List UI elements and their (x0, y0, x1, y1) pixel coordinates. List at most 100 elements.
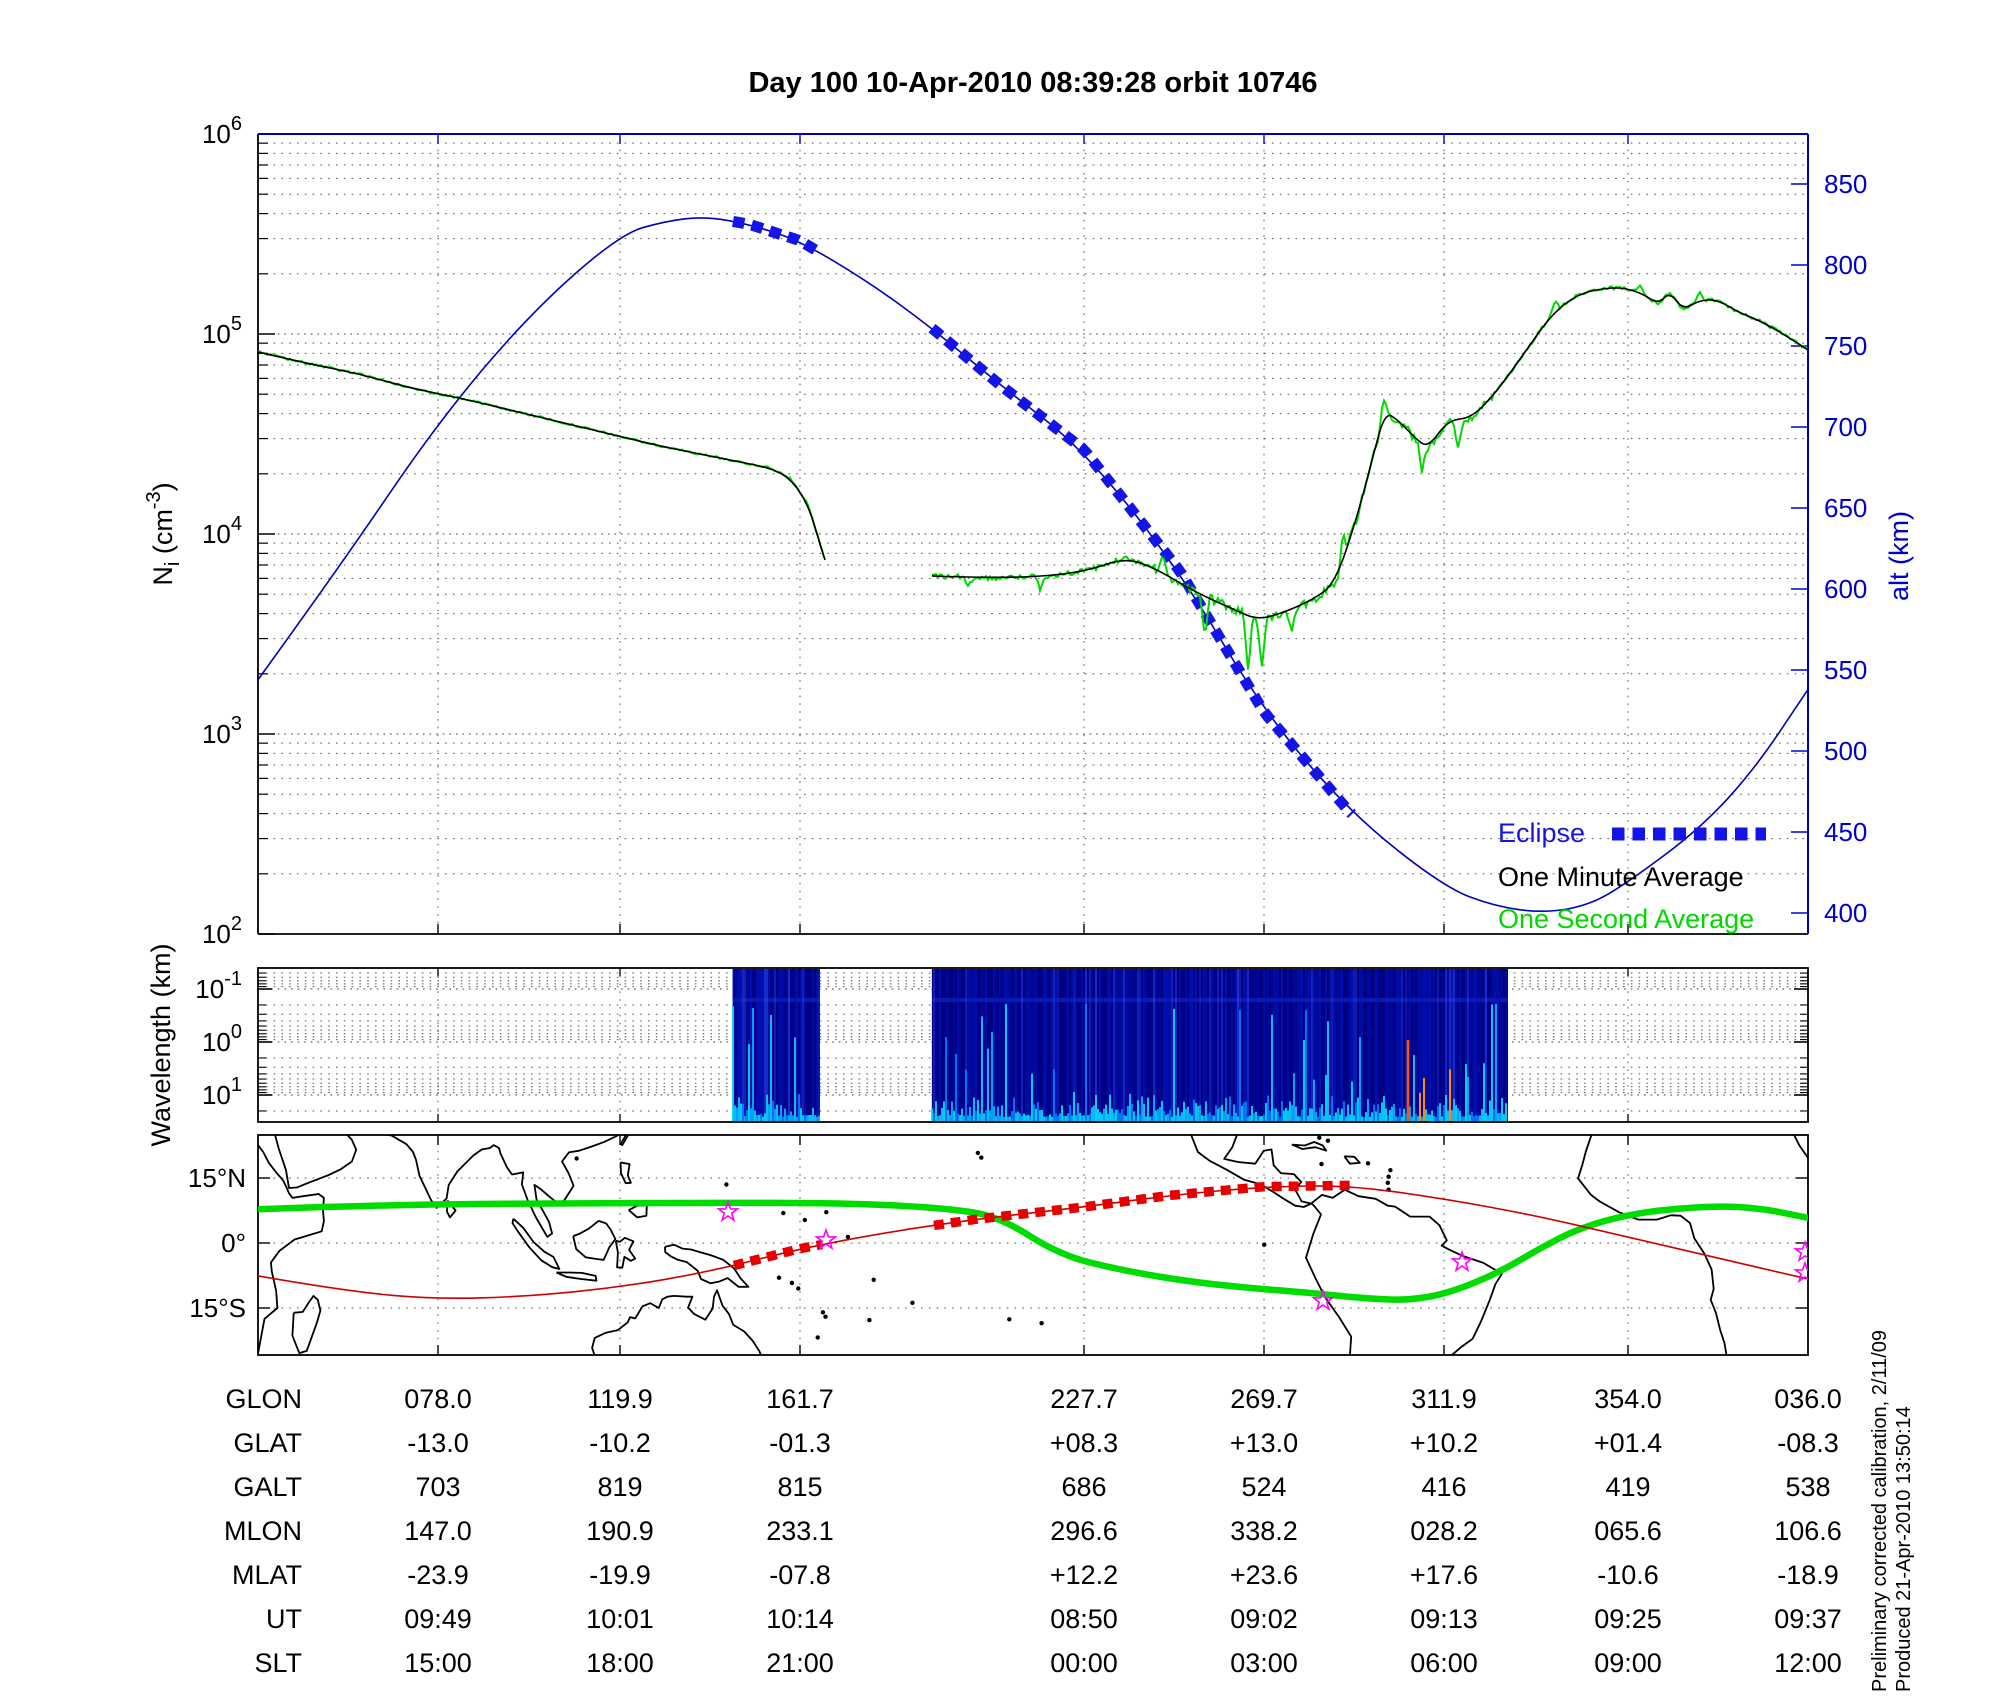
legend-one-second-label: One Second Average (1498, 904, 1754, 934)
table-cell: 08:50 (1050, 1604, 1118, 1634)
density-tick-label: 103 (202, 713, 242, 749)
table-cell: -01.3 (769, 1428, 831, 1458)
coastline (291, 1295, 322, 1354)
table-cell: +01.4 (1594, 1428, 1662, 1458)
island-dot (1262, 1242, 1267, 1247)
coastline (258, 1144, 325, 1354)
coastline (619, 1161, 632, 1185)
table-cell: -10.6 (1597, 1560, 1659, 1590)
panel2-frame (257, 967, 1809, 1123)
map-content (258, 1135, 1808, 1355)
map-lat-label-15s: 15°S (189, 1293, 246, 1323)
magnetic-equator-line (258, 1199, 1808, 1303)
table-cell: -07.8 (769, 1560, 831, 1590)
island-dot (781, 1210, 786, 1216)
table-cell: 065.6 (1594, 1516, 1662, 1546)
spectrogram-band (932, 998, 1508, 1002)
page-title: Day 100 10-Apr-2010 08:39:28 orbit 10746 (748, 67, 1317, 99)
eclipse-ground-segment (732, 1239, 823, 1271)
wavelength-tick-label: 10-1 (195, 968, 242, 1004)
coastline (619, 1135, 629, 1146)
table-cell: -08.3 (1777, 1428, 1839, 1458)
coastline (556, 1271, 598, 1282)
island-dot (802, 1217, 807, 1223)
map-lat-label-0: 0° (221, 1228, 246, 1258)
spectrogram-band (733, 998, 820, 1002)
table-cell: 269.7 (1230, 1384, 1298, 1414)
legend-eclipse-label: Eclipse (1498, 818, 1585, 848)
table-cell: -23.9 (407, 1560, 469, 1590)
island-dot (789, 1280, 795, 1286)
table-cell: 10:01 (586, 1604, 654, 1634)
table-cell: +12.2 (1050, 1560, 1118, 1590)
table-cell: 09:25 (1594, 1604, 1662, 1634)
table-cell: 538 (1785, 1472, 1830, 1502)
island-dot (1007, 1317, 1012, 1322)
island-dot (975, 1150, 981, 1156)
density-axis-label: Ni (cm-3) (143, 482, 184, 585)
table-cell: 06:00 (1410, 1648, 1478, 1678)
one-minute-average-curve (258, 351, 826, 561)
table-cell: 106.6 (1774, 1516, 1842, 1546)
ground-track-map-panel (257, 1134, 1809, 1356)
island-dot (824, 1210, 829, 1215)
table-cell: +13.0 (1230, 1428, 1298, 1458)
table-cell: 296.6 (1050, 1516, 1118, 1546)
table-row-label: MLAT (232, 1560, 302, 1590)
alt-tick-label: 750 (1824, 331, 1867, 361)
table-cell: 819 (597, 1472, 642, 1502)
wavelength-axis-label: Wavelength (km) (146, 943, 176, 1146)
table-cell: 09:02 (1230, 1604, 1298, 1634)
island-dot (1319, 1161, 1324, 1167)
wavelength-spectrogram-panel: 10-1 100 101 (195, 967, 1809, 1123)
island-dot (796, 1286, 801, 1291)
panel1-curves (258, 215, 1808, 912)
island-dot (1317, 1135, 1322, 1140)
one-second-average-curve (931, 284, 1808, 670)
table-cell: 686 (1061, 1472, 1106, 1502)
alt-tick-label: 450 (1824, 817, 1867, 847)
generated-plot-content: 102 103 104 105 106 850 800 750 700 650 600 550 500 4… (143, 113, 1867, 1678)
island-dot (867, 1317, 872, 1323)
table-cell: +10.2 (1410, 1428, 1478, 1458)
event-star-marker (1793, 1260, 1808, 1284)
wavelength-tick-label: 100 (202, 1021, 242, 1057)
ground-track-line (258, 1185, 1808, 1300)
island-dot (1385, 1180, 1391, 1186)
island-dot (1386, 1174, 1391, 1179)
table-cell: 119.9 (587, 1384, 653, 1414)
alt-tick-label: 850 (1824, 169, 1867, 199)
map-lat-labels: 15°N 0° 15°S (188, 1163, 246, 1323)
spectrogram-blocks (732, 969, 1508, 1121)
table-cell: +23.6 (1230, 1560, 1298, 1590)
table-cell: +17.6 (1410, 1560, 1478, 1590)
table-cell: 524 (1241, 1472, 1286, 1502)
event-star-marker (1793, 1239, 1808, 1263)
produced-note: Produced 21-Apr-2010 13:50:14 (1893, 1406, 1915, 1692)
island-dot (815, 1335, 820, 1340)
island-dot (1388, 1168, 1393, 1173)
island-dot (910, 1300, 915, 1306)
event-star-marker (1311, 1288, 1335, 1312)
table-row-label: UT (266, 1604, 302, 1634)
table-cell: 190.9 (586, 1516, 654, 1546)
table-row-label: MLON (224, 1516, 302, 1546)
coastline (1190, 1135, 1353, 1355)
table-cell: 21:00 (766, 1648, 834, 1678)
table-cell: 03:00 (1230, 1648, 1298, 1678)
table-cell: 15:00 (404, 1648, 472, 1678)
coastline (511, 1218, 561, 1270)
coastline (664, 1243, 750, 1288)
table-cell: 078.0 (404, 1384, 472, 1414)
island-dot (1039, 1321, 1044, 1326)
eclipse-dashed-segment (732, 215, 821, 257)
coastline (1793, 1135, 1808, 1162)
table-cell: 09:37 (1774, 1604, 1842, 1634)
alt-tick-label: 700 (1824, 412, 1867, 442)
density-tick-label: 106 (202, 113, 242, 149)
eclipse-dashed-segment (928, 323, 1356, 818)
ephemeris-table: GLON 078.0 119.9 161.7 227.7 269.7 311.9 354.0 0… (224, 1384, 1842, 1678)
density-altitude-panel: 102 103 104 105 106 850 800 750 700 650 600 550 500 4… (202, 113, 1867, 949)
